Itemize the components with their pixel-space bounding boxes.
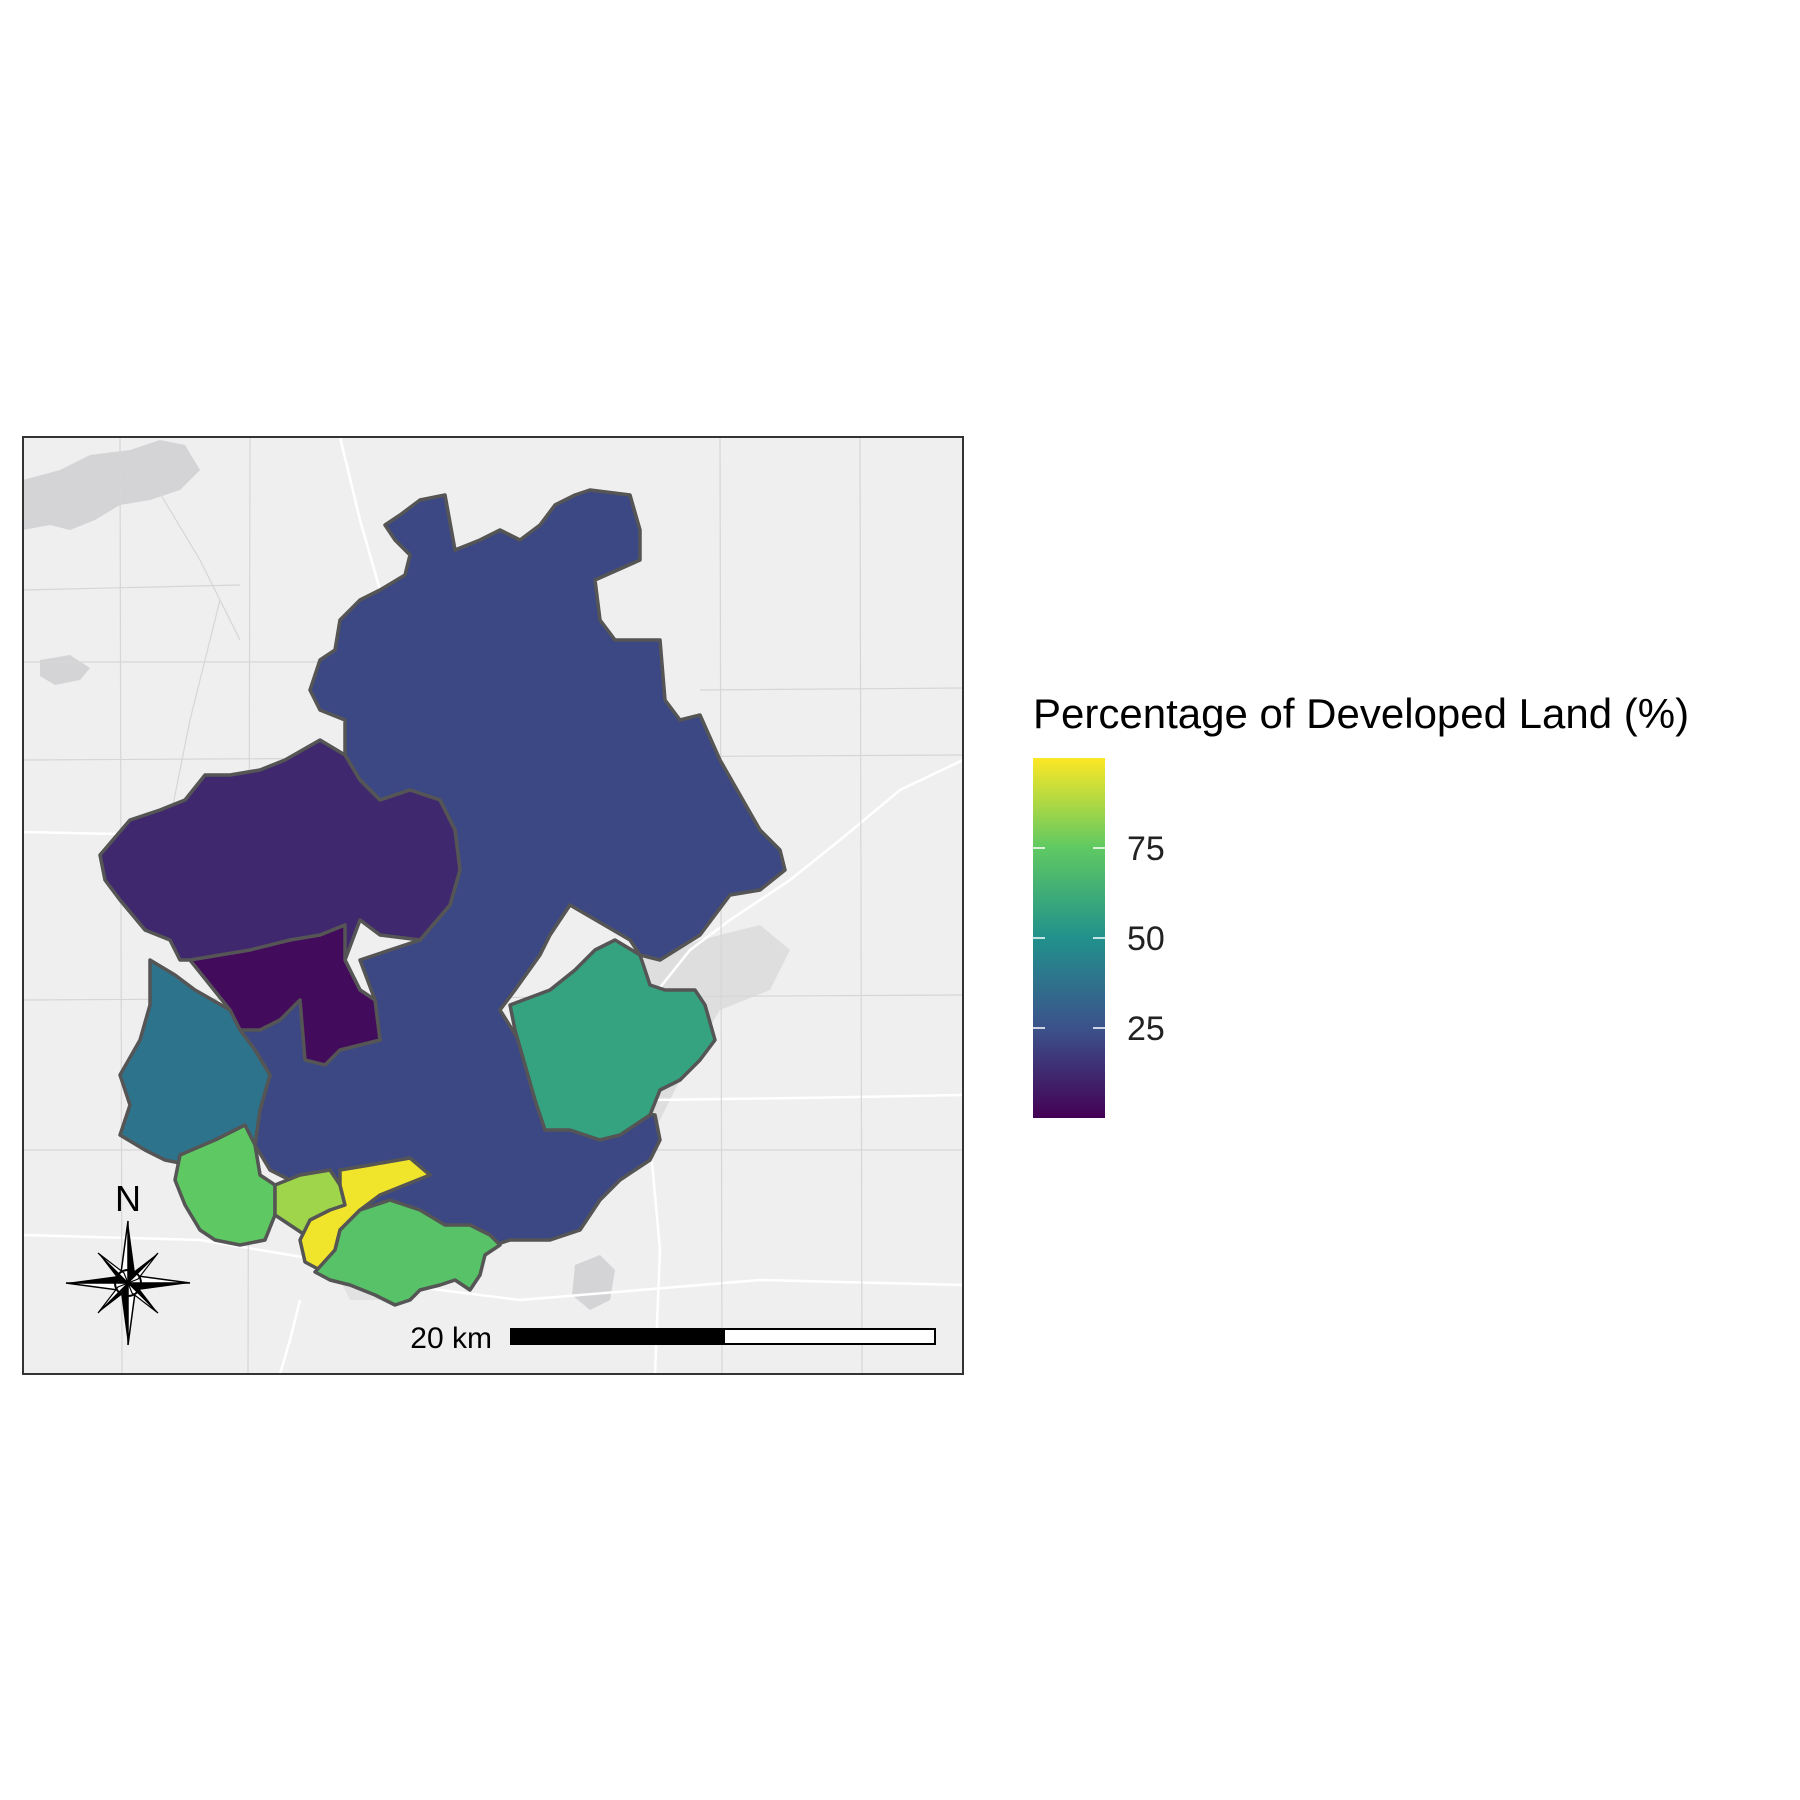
legend: Percentage of Developed Land (%) 25 50 75: [1033, 690, 1689, 1118]
basemap-line: [23, 661, 963, 691]
basemap-lake-northwest: [23, 440, 200, 530]
legend-tick-label: 25: [1127, 1010, 1165, 1048]
scale-bar-segment-black: [510, 1328, 725, 1345]
basemap-road: [23, 1233, 963, 1302]
legend-tick-label: 75: [1127, 830, 1165, 868]
basemap-road: [649, 1093, 963, 1102]
basemap-road: [278, 1299, 302, 1374]
north-arrow-label: N: [115, 1178, 141, 1219]
map-frame: [22, 436, 964, 1375]
region-east[interactable]: [508, 938, 717, 1142]
compass-rose-icon: [65, 1220, 191, 1346]
legend-ticks: 25 50 75: [1033, 830, 1165, 1048]
legend-tick-label: 50: [1127, 920, 1165, 958]
basemap-lake-south: [572, 1255, 615, 1310]
basemap-road: [638, 758, 963, 1374]
scale-bar-label: 20 km: [410, 1322, 492, 1355]
region-south-west-lobe[interactable]: [173, 1123, 277, 1247]
scale-bar: 20 km: [410, 1322, 936, 1355]
map-panel[interactable]: [23, 437, 963, 1374]
basemap-line: [139, 459, 241, 821]
north-arrow: N: [65, 1178, 191, 1346]
region-west-inner[interactable]: [188, 923, 382, 1067]
legend-title: Percentage of Developed Land (%): [1033, 690, 1689, 737]
region-south-east-lobe[interactable]: [313, 1198, 502, 1307]
scale-bar-segment-white: [723, 1328, 936, 1345]
